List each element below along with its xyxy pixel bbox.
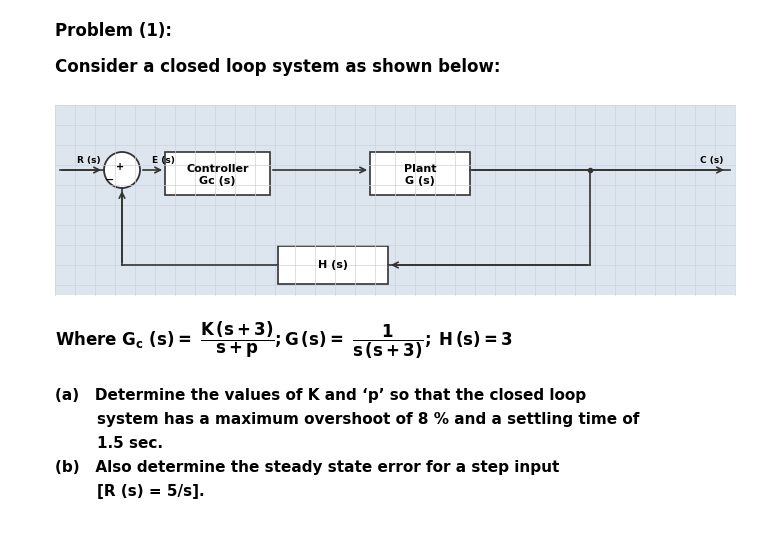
Text: Controller: Controller: [186, 163, 249, 174]
Circle shape: [104, 152, 140, 188]
Text: +: +: [116, 162, 124, 172]
Text: Gc (s): Gc (s): [199, 176, 236, 187]
Text: G (s): G (s): [405, 176, 435, 187]
Bar: [55, 105, 735, 295]
Text: [R (s) = 5/s].: [R (s) = 5/s].: [97, 484, 205, 499]
Text: (b)   Also determine the steady state error for a step input: (b) Also determine the steady state erro…: [55, 460, 559, 475]
Text: 1.5 sec.: 1.5 sec.: [97, 436, 163, 451]
Text: C (s): C (s): [700, 155, 723, 165]
Text: −: −: [105, 175, 115, 185]
Text: Where $\mathbf{G_c}$ $\mathbf{(s) =}$ $\mathbf{\dfrac{K\,(s+3)}{s+p}}$$\mathbf{;: Where $\mathbf{G_c}$ $\mathbf{(s) =}$ $\…: [55, 320, 513, 361]
Bar: [370, 152, 470, 195]
Text: R (s): R (s): [77, 155, 101, 165]
Text: Consider a closed loop system as shown below:: Consider a closed loop system as shown b…: [55, 58, 501, 76]
Bar: [278, 246, 388, 284]
Text: E (s): E (s): [152, 157, 175, 166]
Text: H (s): H (s): [318, 260, 348, 270]
Text: Plant: Plant: [404, 163, 437, 174]
Text: Problem (1):: Problem (1):: [55, 22, 172, 40]
Text: (a)   Determine the values of K and ‘p’ so that the closed loop: (a) Determine the values of K and ‘p’ so…: [55, 388, 586, 403]
Text: system has a maximum overshoot of 8 % and a settling time of: system has a maximum overshoot of 8 % an…: [97, 412, 640, 427]
Bar: [165, 152, 270, 195]
